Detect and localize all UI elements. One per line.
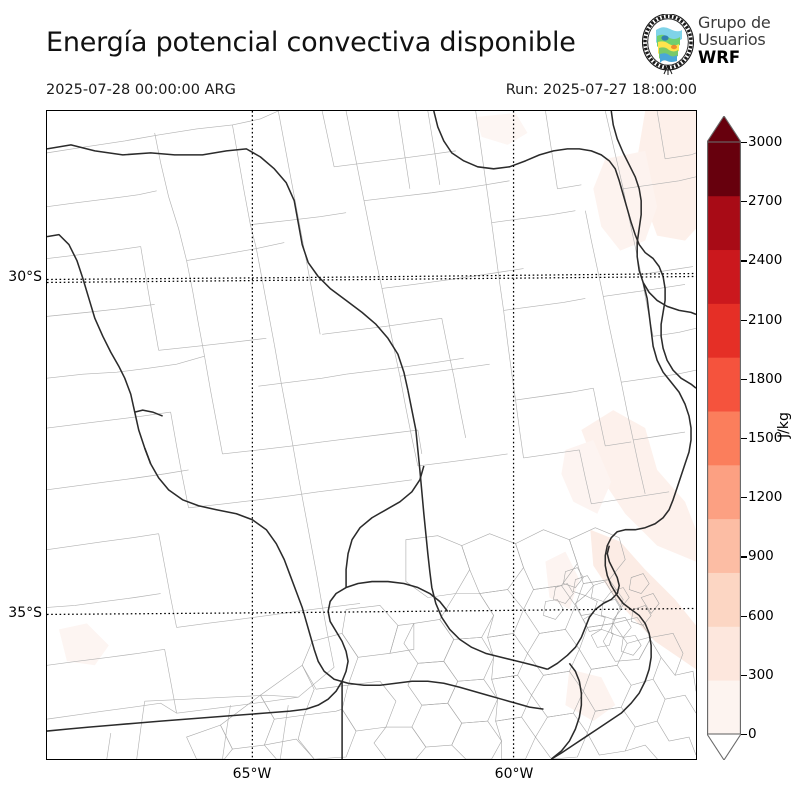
colorbar-tick-label: 1200	[748, 489, 783, 506]
colorbar-tick-label: 600	[748, 607, 774, 624]
graticule	[47, 111, 696, 759]
map-plot-area[interactable]	[46, 110, 697, 760]
map-canvas	[47, 111, 696, 759]
wrf-user-group-logo: Grupo de Usuarios WRF	[640, 14, 798, 76]
colorbar-over-arrow	[707, 116, 741, 142]
colorbar-band	[707, 572, 741, 627]
logo-line-2: Usuarios	[698, 30, 766, 49]
colorbar-band	[707, 680, 741, 735]
colorbar-under-arrow	[707, 734, 741, 760]
colorbar-tick-mark	[741, 142, 747, 144]
colorbar-tick-mark	[741, 319, 747, 321]
colorbar-tick-label: 1800	[748, 370, 783, 387]
valid-time-label: 2025-07-28 00:00:00 ARG	[46, 82, 236, 98]
colorbar-tick-mark	[741, 615, 747, 617]
colorbar-tick-label: 2700	[748, 193, 783, 210]
colorbar-tick-label: 2400	[748, 252, 783, 269]
colorbar-unit-label: J/kg	[776, 412, 792, 438]
colorbar-band	[707, 249, 741, 304]
logo-line-1: Grupo de	[698, 13, 771, 32]
colorbar[interactable]	[707, 116, 741, 760]
logo-line-3: WRF	[698, 48, 741, 67]
colorbar-band	[707, 518, 741, 573]
colorbar-tick-label: 3000	[748, 134, 783, 150]
colorbar-tick-label: 900	[748, 548, 774, 565]
colorbar-band	[707, 142, 741, 197]
colorbar-tick-mark	[741, 734, 747, 736]
x-tick-65w: 65°W	[232, 766, 272, 782]
colorbar-tick-label: 300	[748, 666, 774, 683]
colorbar-tick-label: 2100	[748, 311, 783, 328]
colorbar-band	[707, 357, 741, 412]
colorbar-band	[707, 464, 741, 520]
colorbar-band	[707, 303, 741, 358]
colorbar-tick-mark	[741, 201, 747, 203]
x-tick-60w: 60°W	[494, 766, 534, 782]
wrf-user-group-seal-icon	[641, 14, 695, 75]
colorbar-tick-mark	[741, 497, 747, 499]
colorbar-tick-mark	[741, 556, 747, 558]
colorbar-band	[707, 195, 741, 251]
colorbar-tick-mark	[741, 674, 747, 676]
colorbar-tick-mark	[741, 260, 747, 262]
province-boundaries	[47, 111, 696, 759]
logo-text-block: Grupo de Usuarios WRF	[698, 14, 771, 67]
colorbar-tick-mark	[741, 438, 747, 440]
page-title: Energía potencial convectiva disponible	[46, 27, 576, 58]
colorbar-tick-label: 0	[748, 726, 757, 742]
y-tick-30s: 30°S	[8, 269, 42, 285]
colorbar-band	[707, 411, 741, 466]
colorbar-tick-mark	[741, 378, 747, 380]
run-time-label: Run: 2025-07-27 18:00:00	[505, 82, 697, 98]
colorbar-band	[707, 626, 741, 681]
colorbar-gradient	[707, 116, 741, 760]
colorbar-tick-label: 1500	[748, 430, 783, 446]
y-tick-35s: 35°S	[8, 605, 42, 621]
